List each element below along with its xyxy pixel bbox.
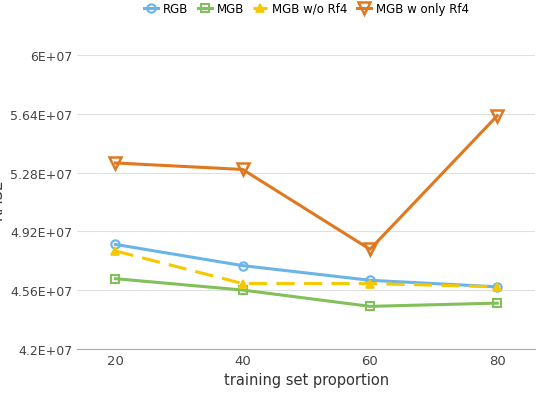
Line: MGB w only Rf4: MGB w only Rf4 bbox=[109, 110, 503, 256]
MGB w only Rf4 bbox=[240, 168, 246, 172]
RGB bbox=[367, 278, 373, 283]
MGB bbox=[112, 277, 119, 282]
MGB w/o Rf4 bbox=[494, 285, 501, 290]
Y-axis label: RMSE: RMSE bbox=[0, 178, 4, 219]
MGB bbox=[367, 304, 373, 309]
Line: RGB: RGB bbox=[112, 241, 501, 291]
MGB w only Rf4 bbox=[112, 161, 119, 166]
X-axis label: training set proportion: training set proportion bbox=[224, 372, 389, 387]
RGB bbox=[112, 243, 119, 247]
MGB bbox=[240, 288, 246, 293]
MGB w/o Rf4 bbox=[240, 282, 246, 286]
Line: MGB: MGB bbox=[112, 275, 501, 311]
MGB w/o Rf4 bbox=[367, 282, 373, 286]
MGB w only Rf4 bbox=[494, 114, 501, 119]
MGB w only Rf4 bbox=[367, 247, 373, 252]
RGB bbox=[240, 263, 246, 268]
Line: MGB w/o Rf4: MGB w/o Rf4 bbox=[112, 247, 501, 291]
MGB bbox=[494, 301, 501, 306]
MGB w/o Rf4 bbox=[112, 249, 119, 254]
Legend: RGB, MGB, MGB w/o Rf4, MGB w only Rf4: RGB, MGB, MGB w/o Rf4, MGB w only Rf4 bbox=[144, 3, 469, 16]
RGB bbox=[494, 285, 501, 290]
